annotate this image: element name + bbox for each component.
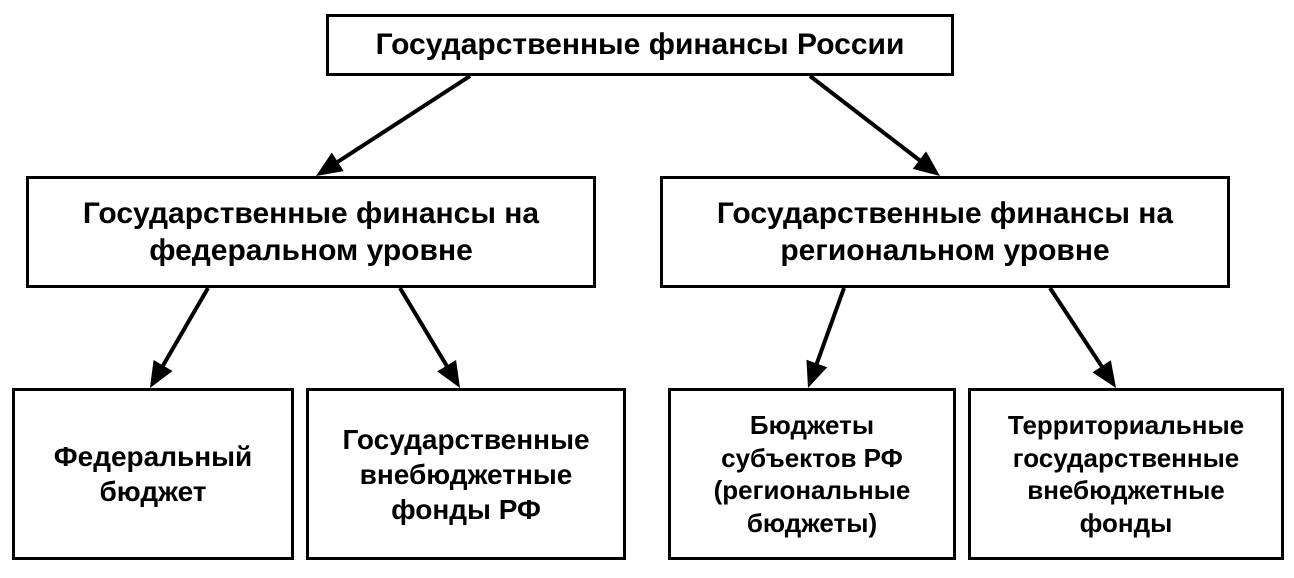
node-regional-label: Государственные финансы на региональном …: [673, 195, 1217, 270]
node-reg-budget-label: Бюджеты субъектов РФ (региональные бюдже…: [681, 409, 943, 539]
node-fed-funds: Государственные внебюджетные фонды РФ: [306, 388, 626, 560]
node-fed-funds-label: Государственные внебюджетные фонды РФ: [319, 422, 613, 527]
node-reg-funds: Территориальные государственные внебюдже…: [968, 388, 1284, 560]
node-federal: Государственные финансы на федеральном у…: [26, 176, 596, 288]
node-regional: Государственные финансы на региональном …: [660, 176, 1230, 288]
node-root-label: Государственные финансы России: [376, 26, 905, 64]
node-fed-budget-label: Федеральный бюджет: [25, 439, 281, 509]
node-reg-funds-label: Территориальные государственные внебюдже…: [981, 409, 1271, 539]
node-root: Государственные финансы России: [326, 14, 954, 76]
node-reg-budget: Бюджеты субъектов РФ (региональные бюдже…: [668, 388, 956, 560]
node-federal-label: Государственные финансы на федеральном у…: [39, 195, 583, 270]
node-fed-budget: Федеральный бюджет: [12, 388, 294, 560]
